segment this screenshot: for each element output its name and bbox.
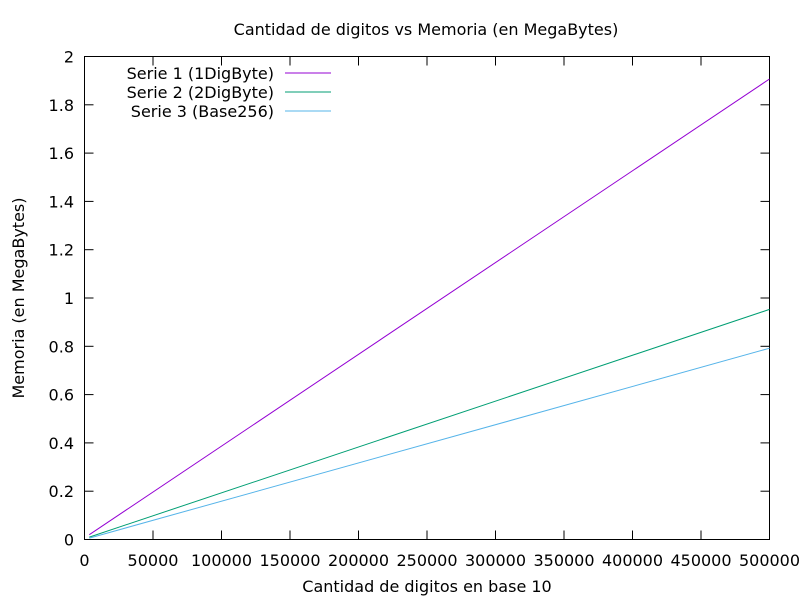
chart-title: Cantidad de digitos vs Memoria (en MegaB…: [234, 20, 619, 39]
x-tick-label: 300000: [465, 551, 526, 570]
series-line-1: [89, 78, 770, 536]
x-tick-label: 250000: [396, 551, 457, 570]
y-axis-title: Memoria (en MegaBytes): [9, 198, 28, 399]
legend-label-2: Serie 2 (2DigByte): [127, 83, 274, 102]
y-tick-label: 1.8: [49, 96, 74, 115]
x-tick-label: 50000: [128, 551, 179, 570]
y-tick-label: 1.2: [49, 241, 74, 260]
y-tick-label: 0.8: [49, 337, 74, 356]
plot-border: [84, 56, 770, 540]
y-tick-label: 1.6: [49, 144, 74, 163]
legend: Serie 1 (1DigByte)Serie 2 (2DigByte)Seri…: [127, 64, 331, 121]
x-axis: 0 50000 100000 150000 200000 250000 300000 3500…: [79, 56, 800, 570]
x-tick-label: 100000: [191, 551, 252, 570]
series-line-2: [89, 308, 770, 538]
y-tick-label: 0.2: [49, 482, 74, 501]
legend-label-3: Serie 3 (Base256): [131, 102, 274, 121]
legend-label-1: Serie 1 (1DigByte): [127, 64, 274, 83]
series-line-3: [89, 347, 770, 539]
x-tick-label: 0: [79, 551, 89, 570]
x-tick-label: 500000: [739, 551, 800, 570]
y-axis: 0 0.2 0.4 0.6 0.8 1 1.2 1.4 1.6 1.8 2: [49, 48, 770, 550]
x-tick-label: 200000: [328, 551, 389, 570]
y-tick-label: 0: [64, 531, 74, 550]
x-tick-label: 350000: [533, 551, 594, 570]
x-tick-label: 400000: [602, 551, 663, 570]
x-tick-label: 450000: [670, 551, 731, 570]
x-axis-title: Cantidad de digitos en base 10: [302, 577, 551, 596]
plot-area: [84, 56, 770, 540]
y-tick-label: 1.4: [49, 192, 74, 211]
y-tick-label: 0.6: [49, 386, 74, 405]
series-lines: [89, 78, 770, 539]
y-tick-label: 1: [64, 289, 74, 308]
y-tick-label: 0.4: [49, 434, 74, 453]
x-tick-label: 150000: [259, 551, 320, 570]
y-tick-label: 2: [64, 48, 74, 67]
